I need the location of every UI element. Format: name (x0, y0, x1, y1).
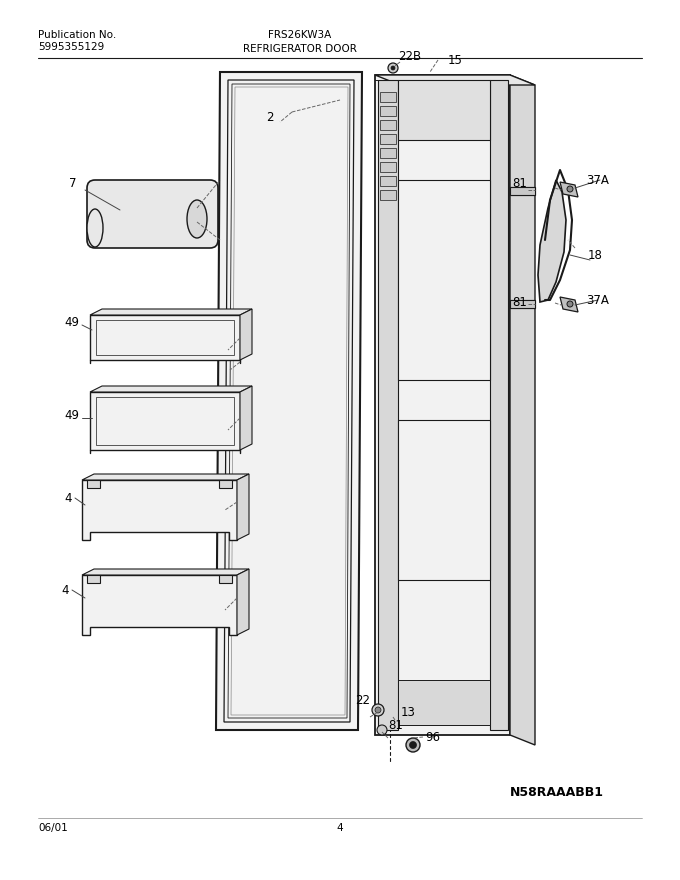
Text: 37A: 37A (587, 294, 609, 306)
Polygon shape (237, 569, 249, 635)
Text: 2: 2 (267, 111, 274, 123)
Polygon shape (82, 575, 237, 635)
Polygon shape (380, 176, 396, 186)
Polygon shape (240, 309, 252, 360)
Text: 06/01: 06/01 (38, 823, 68, 833)
Polygon shape (87, 575, 100, 583)
Text: 4: 4 (337, 823, 343, 833)
Circle shape (372, 704, 384, 716)
Polygon shape (398, 420, 490, 580)
Text: 81: 81 (513, 296, 528, 309)
Polygon shape (380, 134, 396, 144)
Polygon shape (510, 187, 535, 195)
Polygon shape (380, 162, 396, 172)
Text: 22B: 22B (398, 49, 422, 62)
Polygon shape (490, 80, 508, 730)
Polygon shape (398, 180, 490, 380)
Circle shape (388, 63, 398, 73)
Polygon shape (90, 392, 240, 450)
Polygon shape (375, 75, 535, 85)
Polygon shape (240, 386, 252, 450)
Circle shape (409, 742, 416, 749)
Polygon shape (87, 480, 100, 488)
FancyBboxPatch shape (87, 180, 218, 248)
Polygon shape (219, 575, 232, 583)
Circle shape (391, 66, 395, 70)
Polygon shape (538, 180, 566, 302)
Circle shape (567, 186, 573, 192)
Polygon shape (380, 106, 396, 116)
Text: 4: 4 (61, 583, 69, 597)
Polygon shape (560, 182, 578, 197)
Circle shape (567, 301, 573, 307)
Polygon shape (82, 474, 249, 480)
Polygon shape (219, 480, 232, 488)
Polygon shape (82, 480, 237, 540)
Polygon shape (82, 569, 249, 575)
Text: 81: 81 (513, 177, 528, 189)
Polygon shape (510, 300, 535, 308)
Polygon shape (380, 92, 396, 102)
Polygon shape (90, 309, 252, 315)
Circle shape (406, 738, 420, 752)
Text: 7: 7 (69, 177, 77, 189)
Text: 5995355129: 5995355129 (38, 42, 104, 52)
Polygon shape (90, 315, 240, 360)
Text: 37A: 37A (587, 173, 609, 187)
Polygon shape (378, 80, 398, 730)
Circle shape (375, 707, 381, 713)
Text: 18: 18 (588, 248, 602, 261)
Polygon shape (398, 80, 490, 140)
Text: 4: 4 (64, 492, 72, 504)
Text: 22: 22 (356, 693, 371, 707)
Polygon shape (216, 72, 362, 730)
Text: 81: 81 (388, 718, 403, 731)
Ellipse shape (187, 200, 207, 238)
Polygon shape (237, 474, 249, 540)
Polygon shape (380, 190, 396, 200)
Polygon shape (380, 148, 396, 158)
Text: 13: 13 (401, 706, 415, 718)
Polygon shape (375, 75, 510, 735)
Text: 96: 96 (426, 730, 441, 744)
Text: N58RAAABB1: N58RAAABB1 (510, 786, 604, 798)
Polygon shape (398, 680, 490, 725)
Polygon shape (560, 297, 578, 312)
Ellipse shape (87, 209, 103, 247)
Polygon shape (510, 75, 535, 745)
Text: Publication No.: Publication No. (38, 30, 116, 40)
Text: REFRIGERATOR DOOR: REFRIGERATOR DOOR (243, 44, 357, 54)
Polygon shape (380, 120, 396, 130)
Text: 49: 49 (65, 316, 80, 328)
Polygon shape (90, 386, 252, 392)
Text: FRS26KW3A: FRS26KW3A (269, 30, 332, 40)
Text: 49: 49 (65, 408, 80, 422)
Circle shape (377, 725, 387, 735)
Text: 15: 15 (447, 54, 462, 67)
